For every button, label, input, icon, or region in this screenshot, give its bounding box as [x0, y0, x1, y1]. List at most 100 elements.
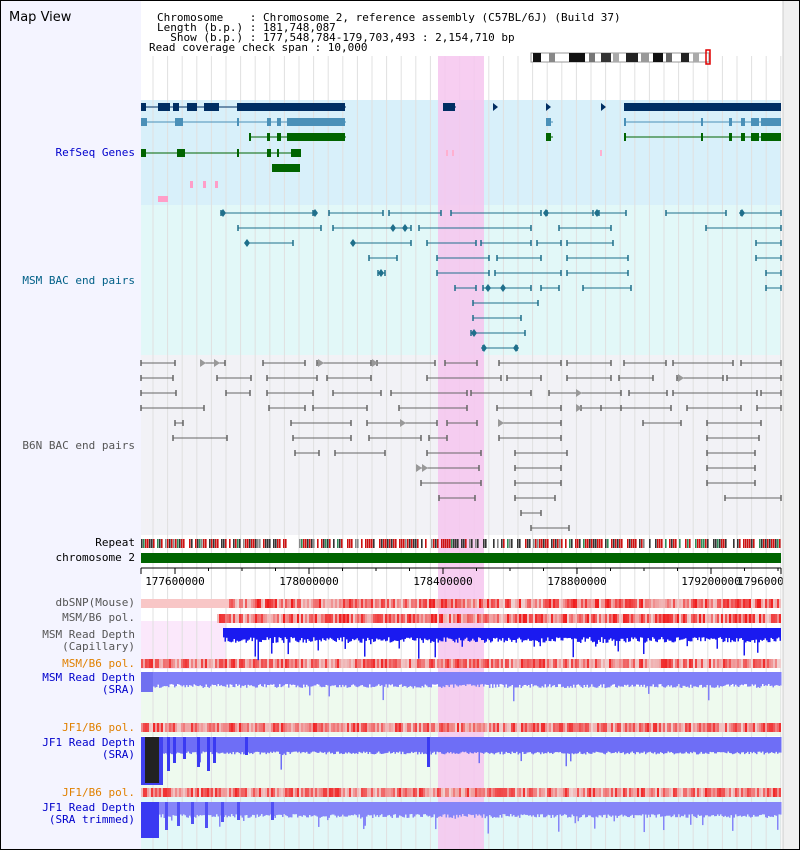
pol-cell	[757, 614, 759, 623]
depth-bar	[298, 802, 300, 816]
depth-bar	[291, 672, 293, 686]
depth-bar	[438, 737, 440, 753]
depth-bar	[760, 628, 762, 640]
pol-cell	[717, 659, 719, 668]
depth-bar	[261, 737, 263, 753]
depth-bar	[380, 628, 382, 641]
pol-cell	[171, 788, 173, 797]
depth-bar	[289, 737, 291, 754]
pol-cell	[361, 659, 363, 668]
depth-bar	[591, 802, 593, 818]
pol-cell	[655, 599, 657, 608]
pol-cell	[153, 659, 155, 668]
pol-cell	[281, 788, 283, 797]
pol-cell	[247, 599, 249, 608]
depth-bar	[379, 802, 381, 816]
repeat-mark	[659, 539, 661, 548]
depth-bar	[683, 628, 685, 639]
pol-cell	[363, 723, 365, 732]
depth-bar	[346, 737, 348, 754]
pol-cell	[349, 723, 351, 732]
depth-bar	[504, 802, 506, 815]
pol-cell	[721, 599, 723, 608]
depth-bar	[487, 672, 489, 685]
depth-bar	[323, 628, 325, 641]
depth-bar	[247, 672, 249, 685]
depth-bar	[470, 628, 472, 641]
pol-cell	[209, 788, 211, 797]
depth-bar	[368, 628, 370, 641]
pol-cell	[693, 723, 695, 732]
depth-bar	[502, 802, 504, 815]
depth-bar	[223, 628, 225, 638]
pol-cell	[533, 614, 535, 623]
depth-bar	[310, 672, 312, 687]
depth-bar	[751, 628, 753, 641]
pol-cell	[223, 614, 225, 623]
pol-cell	[213, 659, 215, 668]
depth-bar	[480, 802, 482, 816]
depth-bar	[649, 802, 651, 818]
pol-cell	[369, 788, 371, 797]
gene-exon	[287, 118, 297, 126]
repeat-mark	[631, 539, 633, 548]
depth-bar	[546, 737, 548, 754]
depth-bar	[715, 672, 717, 688]
depth-bar	[162, 802, 164, 815]
depth-bar	[355, 802, 357, 816]
pol-cell	[595, 614, 597, 623]
depth-bar	[411, 737, 413, 752]
depth-bar	[341, 628, 343, 642]
depth-bar	[769, 628, 771, 643]
depth-bar	[646, 672, 648, 687]
repeat-mark	[301, 539, 303, 548]
msm-b6-pol-label-2: MSM/B6 pol.	[62, 657, 135, 670]
depth-bar	[534, 802, 536, 817]
depth-bar	[715, 628, 717, 640]
pol-cell	[235, 614, 237, 623]
depth-bar	[224, 628, 226, 642]
depth-bar	[754, 628, 756, 643]
pol-cell	[357, 788, 359, 797]
pol-cell	[745, 614, 747, 623]
depth-bar	[603, 802, 605, 815]
depth-bar	[453, 672, 455, 688]
depth-bar	[280, 802, 282, 815]
depth-bar	[726, 672, 728, 685]
depth-bar	[438, 672, 440, 687]
depth-bar	[709, 802, 711, 817]
b6n-bac-marker	[576, 389, 582, 397]
pol-cell	[695, 659, 697, 668]
depth-bar	[693, 802, 695, 817]
depth-bar	[256, 737, 258, 752]
pol-cell	[389, 788, 391, 797]
depth-bar	[385, 737, 387, 753]
pol-cell	[555, 614, 557, 623]
pol-cell	[255, 614, 257, 623]
pol-cell	[291, 788, 293, 797]
depth-bar	[748, 628, 750, 642]
pol-cell	[565, 599, 567, 608]
pol-cell	[399, 723, 401, 732]
depth-bar	[331, 802, 333, 815]
pol-cell	[343, 723, 345, 732]
pol-cell	[235, 599, 237, 608]
depth-bar	[585, 737, 587, 755]
pol-cell	[577, 614, 579, 623]
depth-bar	[259, 802, 261, 816]
depth-bar	[319, 737, 321, 752]
pol-cell	[241, 659, 243, 668]
depth-bar	[416, 628, 418, 639]
pol-cell	[735, 659, 737, 668]
depth-bar	[324, 802, 326, 817]
gene-exon	[624, 118, 626, 126]
repeat-mark	[733, 539, 735, 548]
pol-cell	[261, 723, 263, 732]
depth-bar	[290, 628, 292, 638]
pol-cell	[381, 659, 383, 668]
repeat-mark	[773, 539, 775, 548]
pol-cell	[497, 788, 499, 797]
pol-cell	[219, 723, 221, 732]
depth-bar	[252, 672, 254, 687]
